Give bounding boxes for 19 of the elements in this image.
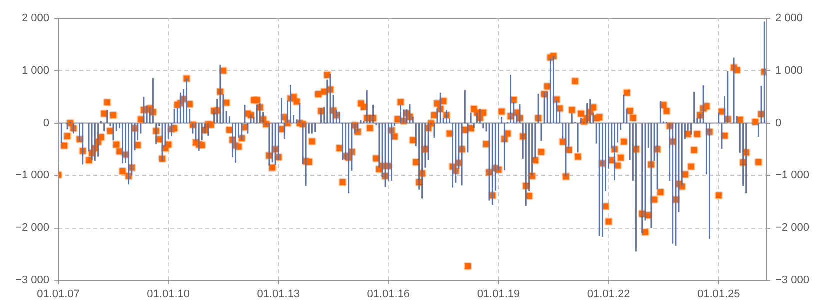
y2-tick-label: 2 000 <box>776 12 804 24</box>
y2-tick-label: −2 000 <box>776 222 810 234</box>
y-tick-label: 2 000 <box>22 12 50 24</box>
y-tick-label: −3 000 <box>16 274 50 286</box>
y2-tick-label: −1 000 <box>776 170 810 182</box>
x-tick-label: 01.01.25 <box>697 288 740 300</box>
y2-tick-label: 0 <box>776 117 782 130</box>
x-tick-label: 01.01.22 <box>587 288 630 300</box>
x-tick-label: 01.01.19 <box>477 288 520 300</box>
x-tick-label: 01.01.10 <box>147 288 190 300</box>
y-tick-label: −2 000 <box>16 222 50 234</box>
y-tick-label: 1 000 <box>22 64 50 77</box>
y-tick-label: −1 000 <box>16 170 50 182</box>
y2-tick-label: 1 000 <box>776 64 804 77</box>
x-tick-label: 01.01.13 <box>257 288 300 300</box>
y-tick-label: 0 <box>43 117 50 130</box>
y2-tick-label: −3 000 <box>776 274 810 286</box>
x-tick-label: 01.01.16 <box>367 288 410 300</box>
x-tick-label: 01.01.07 <box>37 288 80 300</box>
